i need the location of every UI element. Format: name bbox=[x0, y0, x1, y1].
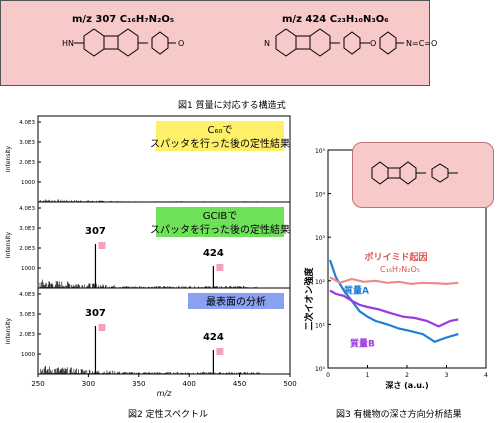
callout-box bbox=[352, 142, 494, 208]
structure-panel bbox=[0, 0, 430, 86]
x-tick-label: 400 bbox=[183, 380, 196, 388]
y-tick-label: 4.0E3 bbox=[19, 206, 35, 212]
panel-label-text: スパッタを行った後の定性結果 bbox=[150, 137, 290, 150]
x-tick-label: 0 bbox=[326, 372, 330, 379]
y-tick-label: 3.0E3 bbox=[19, 312, 35, 318]
peak-marker bbox=[98, 324, 106, 331]
series-line bbox=[329, 289, 459, 328]
y-tick-label: 4.0E3 bbox=[19, 120, 35, 126]
y-tick-label: 1000 bbox=[21, 352, 35, 358]
left-structure-label: m/z 307 C₁₆H₇N₂O₅ bbox=[72, 14, 175, 25]
svg-text:N=C=O: N=C=O bbox=[406, 39, 437, 48]
panel-label-box bbox=[156, 207, 284, 237]
y-tick-label: 10⁰ bbox=[315, 366, 326, 373]
polyimide-formula: C₁₆H₇N₂O₅ bbox=[380, 265, 420, 274]
y-tick-label: 2.0E3 bbox=[19, 160, 35, 166]
y-tick-label: 10⁵ bbox=[315, 148, 326, 155]
y-axis-label: Intensity bbox=[5, 231, 12, 258]
panel-label-text: スパッタを行った後の定性結果 bbox=[150, 223, 290, 236]
x-tick-label: 300 bbox=[82, 380, 95, 388]
spectrum-trace bbox=[39, 365, 260, 374]
y-tick-label: 2.0E3 bbox=[19, 332, 35, 338]
figure2-caption: 図2 定性スペクトル bbox=[128, 410, 208, 420]
y-tick-label: 10¹ bbox=[315, 322, 326, 329]
y-tick-label: 4.0E3 bbox=[19, 292, 35, 298]
polyimide-annotation: ポリイミド起因 bbox=[364, 251, 427, 263]
x-tick-label: 2 bbox=[405, 372, 409, 379]
x-tick-label: 450 bbox=[233, 380, 246, 388]
x-axis-label: m/z bbox=[157, 389, 172, 398]
y-tick-label: 10⁴ bbox=[315, 192, 326, 199]
x-tick-label: 250 bbox=[31, 380, 44, 388]
panel-label-text: 最表面の分析 bbox=[206, 295, 266, 308]
x-tick-label: 4 bbox=[484, 372, 488, 379]
y-axis-label: Intensity bbox=[5, 317, 12, 344]
panel-label-text: GCIBで bbox=[203, 211, 238, 222]
peak-label: 307 bbox=[85, 308, 106, 319]
figure3-caption: 図3 有機物の深さ方向分析結果 bbox=[336, 410, 462, 420]
y-tick-label: 3.0E3 bbox=[19, 140, 35, 146]
y-tick-label: 2.0E3 bbox=[19, 246, 35, 252]
y-tick-label: 3.0E3 bbox=[19, 226, 35, 232]
spectrum-chart: 10002.0E33.0E34.0E3IntensityC₆₀でスパッタを行った… bbox=[5, 115, 297, 398]
peak-marker bbox=[216, 264, 224, 271]
peak-label: 424 bbox=[203, 248, 224, 259]
svg-text:O: O bbox=[370, 39, 376, 48]
y-axis-label: Intensity bbox=[5, 145, 12, 172]
panel-label-text: C₆₀で bbox=[208, 125, 233, 136]
series-line bbox=[328, 259, 459, 344]
peak-label: 424 bbox=[203, 332, 224, 343]
svg-text:O: O bbox=[178, 39, 184, 48]
callout-structure bbox=[371, 161, 458, 185]
series-a-label: 質量A bbox=[344, 284, 369, 296]
series-b-label: 質量B bbox=[350, 338, 375, 350]
x-axis-label: 深さ (a.u.) bbox=[385, 380, 428, 390]
figure1-caption: 図1 質量に対応する構造式 bbox=[178, 101, 286, 111]
series-line bbox=[329, 276, 459, 286]
y-tick-label: 10³ bbox=[315, 235, 326, 242]
right-structure-label: m/z 424 C₂₃H₁₀N₃O₆ bbox=[282, 14, 389, 25]
peak-label: 307 bbox=[85, 226, 106, 237]
x-tick-label: 500 bbox=[283, 380, 296, 388]
svg-text:HN: HN bbox=[62, 39, 74, 48]
x-tick-label: 3 bbox=[445, 372, 449, 379]
peak-marker bbox=[216, 348, 224, 355]
y-axis-label: 二次イオン強度 bbox=[303, 267, 315, 331]
y-tick-label: 1000 bbox=[21, 266, 35, 272]
y-tick-label: 1000 bbox=[21, 180, 35, 186]
panel-label-box bbox=[156, 121, 284, 151]
peak-marker bbox=[98, 242, 106, 249]
svg-text:N: N bbox=[264, 39, 270, 48]
y-tick-label: 10² bbox=[315, 279, 326, 286]
panel-label-box bbox=[188, 293, 284, 309]
x-tick-label: 350 bbox=[132, 380, 145, 388]
structure-drawings: HN O O N=C=O N bbox=[62, 28, 437, 57]
x-tick-label: 1 bbox=[366, 372, 370, 379]
